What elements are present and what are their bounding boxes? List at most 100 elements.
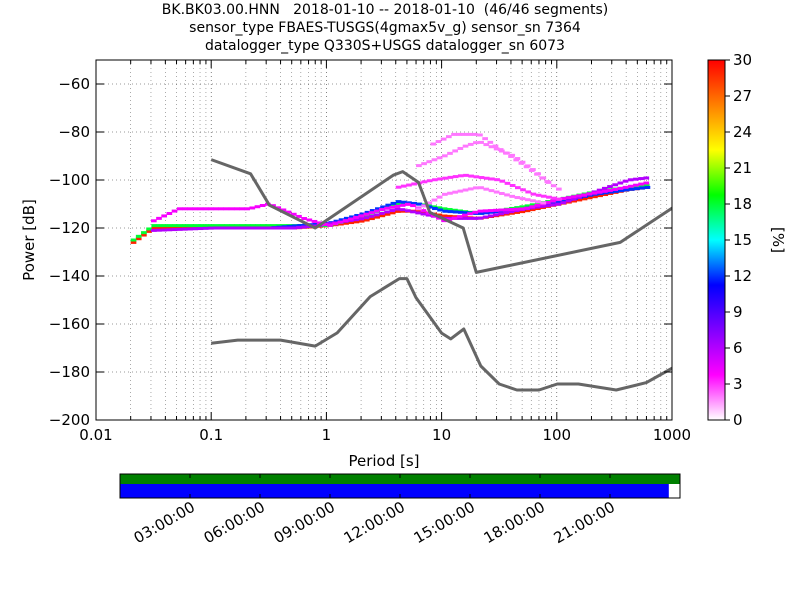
psd-cell	[622, 179, 629, 183]
noise-models	[210, 158, 672, 392]
psd-cell	[489, 210, 495, 214]
colorbar-tick-label: 18	[733, 195, 752, 213]
psd-cell	[638, 184, 645, 188]
psd-cell	[203, 224, 209, 228]
y-tick-label: −60	[58, 75, 90, 93]
y-tick-label: −180	[49, 363, 90, 381]
psd-cell	[618, 189, 625, 193]
psd-cell	[249, 226, 256, 230]
psd-cell	[639, 186, 646, 190]
psd-cell	[374, 215, 381, 219]
chart-title-line-3: datalogger_type Q330S+USGS datalogger_sn…	[205, 38, 565, 54]
psd-cell	[482, 209, 489, 213]
psd-cell	[445, 135, 452, 139]
psd-cell	[601, 186, 608, 190]
x-axis-label: Period [s]	[348, 452, 419, 470]
psd-cell	[223, 226, 230, 230]
psd-cell	[156, 216, 162, 220]
psd-cell	[223, 207, 230, 211]
psd-cell	[446, 208, 453, 212]
psd-cell	[473, 186, 479, 190]
psd-cell	[530, 199, 536, 203]
psd-cell	[586, 192, 593, 196]
psd-cell	[518, 161, 525, 165]
psd-cell	[487, 214, 494, 218]
psd-cell	[187, 207, 193, 211]
psd-cell	[379, 214, 386, 218]
psd-cell	[508, 210, 515, 214]
psd-cell	[375, 207, 381, 211]
colorbar-tick-label: 3	[733, 375, 743, 393]
psd-cell	[322, 222, 328, 226]
psd-cell	[503, 211, 510, 215]
psd-cell	[514, 206, 520, 210]
psd-cell	[544, 180, 551, 184]
psd-cell	[218, 207, 225, 211]
psd-cell	[395, 209, 401, 213]
psd-cell	[513, 158, 520, 162]
grid	[95, 60, 672, 420]
psd-cell	[482, 215, 489, 219]
psd-cell	[461, 132, 468, 136]
timeline-availability-bar	[120, 474, 680, 484]
psd-cell	[233, 226, 240, 230]
psd-cell	[416, 164, 422, 168]
psd-cell	[389, 211, 396, 215]
psd-cell	[395, 202, 401, 206]
timeline-tick-label: 18:00:00	[481, 498, 548, 547]
psd-cell	[451, 132, 457, 136]
psd-cell	[223, 224, 230, 228]
psd-cell	[280, 208, 287, 212]
psd-cell	[406, 201, 412, 205]
psd-cell	[622, 185, 629, 189]
psd-cell	[483, 143, 490, 147]
psd-cell	[255, 224, 261, 228]
psd-cell	[452, 175, 459, 179]
psd-cell	[239, 226, 245, 230]
psd-cell	[565, 196, 572, 200]
psd-cell	[280, 226, 287, 230]
psd-cell	[596, 190, 603, 194]
psd-cell	[358, 214, 365, 218]
psd-cell	[333, 219, 340, 223]
psd-cell	[327, 222, 333, 226]
psd-cell	[529, 205, 536, 209]
psd-cell	[457, 210, 464, 214]
psd-cell	[171, 209, 178, 213]
psd-cell	[430, 142, 437, 146]
timeline-tick-label: 03:00:00	[131, 498, 198, 547]
psd-cell	[488, 189, 495, 193]
psd-cell	[477, 216, 484, 220]
psd-cell	[420, 210, 427, 214]
psd-cell	[197, 227, 204, 231]
psd-cell	[601, 189, 608, 193]
psd-cell	[399, 203, 406, 207]
psd-cell	[426, 160, 433, 164]
psd-cell	[292, 224, 298, 228]
psd-cell	[290, 226, 297, 230]
psd-cell	[353, 220, 360, 224]
psd-cell	[349, 215, 355, 219]
psd-cell	[467, 142, 474, 146]
psd-cell	[156, 228, 162, 232]
psd-cell	[524, 209, 531, 213]
psd-cell	[576, 194, 582, 198]
psd-cell	[514, 196, 521, 200]
psd-cell	[447, 151, 453, 155]
psd-cell	[591, 191, 598, 195]
psd-cell	[452, 190, 459, 194]
psd-cell	[535, 202, 541, 206]
psd-cell	[441, 207, 448, 211]
x-tick-label: 100	[542, 426, 571, 444]
psd-cell	[462, 188, 469, 192]
psd-cell	[457, 189, 464, 193]
psd-cell	[285, 226, 292, 230]
psd-cell	[358, 217, 365, 221]
psd-cell	[596, 188, 603, 192]
psd-cell	[492, 144, 499, 148]
psd-cell	[161, 224, 168, 228]
psd-cell	[358, 219, 365, 223]
psd-cell	[244, 207, 250, 211]
psd-cell	[342, 219, 349, 223]
psd-cell	[478, 176, 485, 180]
